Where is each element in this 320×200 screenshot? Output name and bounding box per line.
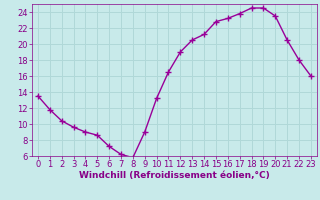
X-axis label: Windchill (Refroidissement éolien,°C): Windchill (Refroidissement éolien,°C) <box>79 171 270 180</box>
